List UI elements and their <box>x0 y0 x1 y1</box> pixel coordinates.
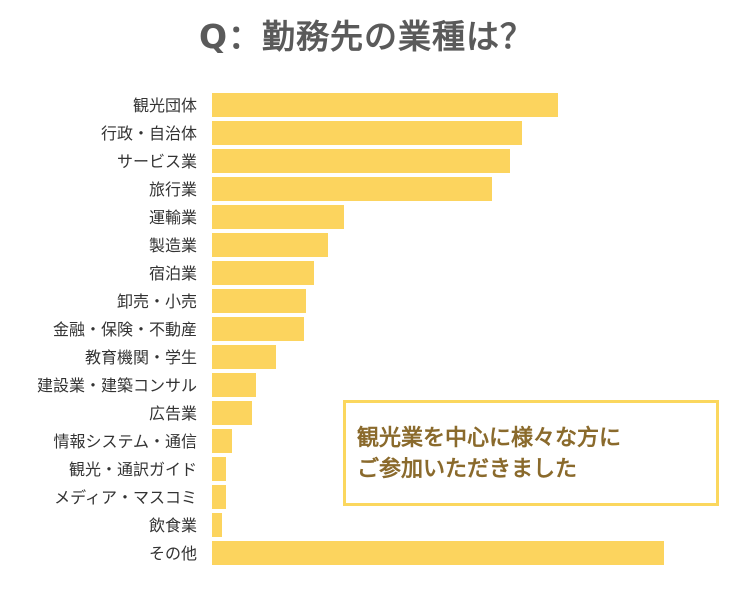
bar-6 <box>212 233 328 257</box>
category-label: 宿泊業 <box>149 264 197 283</box>
category-label: 運輸業 <box>149 208 197 227</box>
chart-title: Q：勤務先の業種は？ <box>198 17 535 56</box>
bar-9 <box>212 317 304 341</box>
callout-line-2: ご参加いただきました <box>357 457 578 482</box>
category-label: 情報システム・通信 <box>53 432 197 451</box>
category-label: 教育機関・学生 <box>85 348 197 367</box>
category-label: 観光団体 <box>133 96 197 115</box>
category-label: 製造業 <box>149 236 197 255</box>
bar-7 <box>212 261 314 285</box>
bar-17 <box>212 541 664 565</box>
bar-5 <box>212 205 344 229</box>
category-label: 卸売・小売 <box>117 292 197 311</box>
bar-15 <box>212 485 226 509</box>
bar-4 <box>212 177 492 201</box>
bar-1 <box>212 93 558 117</box>
bar-10 <box>212 345 276 369</box>
bar-2 <box>212 121 522 145</box>
callout-box: 観光業を中心に様々な方に ご参加いただきました <box>343 400 719 506</box>
bar-11 <box>212 373 256 397</box>
category-label: 行政・自治体 <box>101 124 197 143</box>
bar-14 <box>212 457 226 481</box>
bar-8 <box>212 289 306 313</box>
category-label: サービス業 <box>117 152 197 171</box>
category-labels: 観光団体行政・自治体サービス業旅行業運輸業製造業宿泊業卸売・小売金融・保険・不動… <box>37 96 197 563</box>
callout-line-1: 観光業を中心に様々な方に <box>357 426 622 451</box>
category-label: 建設業・建築コンサル <box>37 376 197 395</box>
bar-13 <box>212 429 232 453</box>
category-label: 観光・通訳ガイド <box>69 460 197 479</box>
bar-16 <box>212 513 222 537</box>
bar-3 <box>212 149 510 173</box>
category-label: 広告業 <box>149 404 197 423</box>
category-label: 金融・保険・不動産 <box>53 320 197 339</box>
category-label: 飲食業 <box>149 516 197 535</box>
bars-group <box>212 93 664 565</box>
category-label: メディア・マスコミ <box>54 488 197 507</box>
category-label: 旅行業 <box>149 180 197 199</box>
category-label: その他 <box>149 544 197 563</box>
bar-12 <box>212 401 252 425</box>
